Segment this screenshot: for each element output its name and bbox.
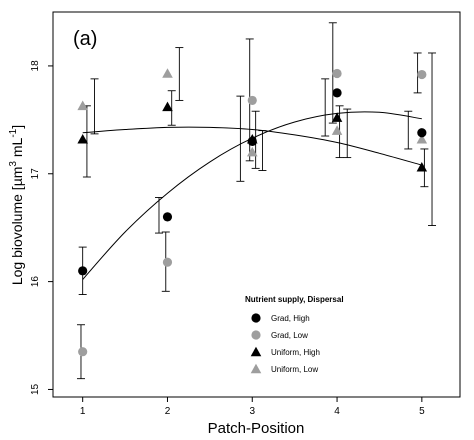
- data-point: [77, 100, 88, 111]
- legend-label: Grad, High: [271, 314, 310, 323]
- legend-item: Uniform, High: [250, 346, 320, 357]
- data-point: [416, 134, 428, 144]
- error-bar: [258, 130, 267, 171]
- error-bar: [343, 108, 352, 159]
- error-bars-layer: [76, 22, 437, 380]
- y-axis-label-end: ]: [9, 125, 25, 129]
- data-point: [78, 347, 88, 357]
- y-axis: 15 16 17 18: [30, 60, 53, 395]
- x-axis-label: Patch-Position: [208, 420, 305, 437]
- y-tick-label: 18: [30, 60, 41, 72]
- error-bar: [321, 78, 330, 137]
- markers-layer: [77, 68, 428, 357]
- x-axis: 1 2 3 4 5: [80, 397, 425, 417]
- error-bar: [404, 110, 413, 150]
- y-tick-label: 17: [30, 168, 41, 180]
- legend-title: Nutrient supply, Dispersal: [245, 295, 344, 304]
- y-axis-label-main: Log biovolume [µm: [9, 167, 25, 286]
- data-point: [417, 69, 427, 80]
- legend-marker: [251, 330, 261, 340]
- data-point: [162, 257, 173, 267]
- data-point: [247, 136, 257, 147]
- panel-label: (a): [73, 28, 97, 50]
- x-tick-label: 5: [419, 406, 425, 417]
- legend-marker: [250, 346, 262, 357]
- data-point: [332, 88, 342, 98]
- y-tick-label: 15: [30, 383, 41, 395]
- legend: Nutrient supply, Dispersal Grad, HighGra…: [245, 295, 344, 374]
- data-point: [77, 134, 88, 144]
- legend-item: Uniform, Low: [250, 363, 318, 374]
- x-tick-label: 1: [80, 406, 86, 417]
- legend-label: Uniform, High: [271, 348, 320, 357]
- error-bar: [90, 78, 99, 135]
- y-axis-label-sup-1: 3: [8, 161, 19, 167]
- error-bar: [175, 47, 184, 101]
- legend-item: Grad, Low: [251, 330, 308, 340]
- x-tick-label: 4: [334, 406, 340, 417]
- legend-marker: [251, 313, 261, 323]
- y-axis-label-sup-2: -1: [8, 128, 19, 137]
- legend-label: Grad, Low: [271, 331, 308, 340]
- data-point: [247, 95, 257, 106]
- data-point: [331, 112, 343, 122]
- y-tick-label: 16: [30, 276, 41, 288]
- data-point: [331, 125, 343, 135]
- error-bar: [236, 95, 245, 182]
- data-point: [247, 146, 258, 157]
- error-bar: [428, 52, 437, 226]
- legend-entries: Grad, High Grad, Low Uniform, High Uniform,…: [250, 313, 320, 374]
- data-point: [416, 162, 428, 172]
- legend-label: Uniform, Low: [271, 365, 318, 374]
- data-point: [162, 212, 173, 222]
- legend-item: Grad, High: [251, 313, 310, 323]
- trend-line: [82, 126, 422, 166]
- data-point: [78, 266, 88, 276]
- data-point: [162, 101, 173, 112]
- legend-marker: [250, 363, 262, 374]
- error-bar: [167, 90, 176, 126]
- data-point: [332, 68, 342, 79]
- x-tick-label: 2: [165, 406, 171, 417]
- data-point: [417, 128, 427, 138]
- data-point: [162, 68, 173, 78]
- y-axis-label: Log biovolume [µm3 mL-1]: [8, 125, 25, 285]
- plot-frame: [52, 11, 461, 398]
- x-tick-label: 3: [249, 406, 255, 417]
- y-axis-label-mid: mL: [9, 137, 25, 161]
